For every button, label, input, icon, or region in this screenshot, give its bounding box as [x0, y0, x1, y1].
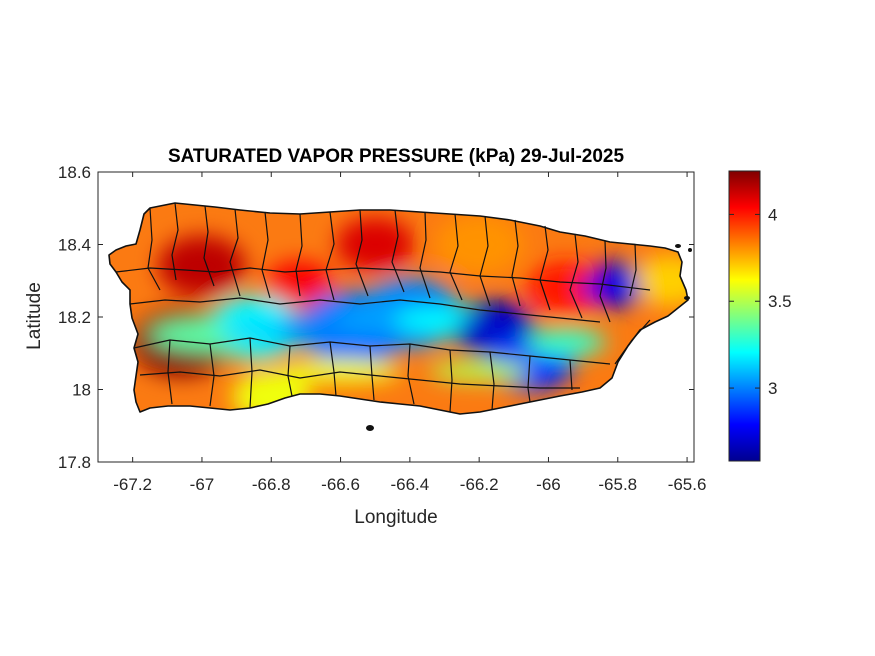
municipality-boundary [115, 267, 651, 291]
x-tick-label: -66.4 [390, 475, 429, 494]
x-axis: -67.2 -67 -66.8 -66.6 -66.4 -66.2 -66 -65.8 -65.… [113, 172, 706, 494]
islet [684, 296, 690, 300]
x-tick-label: -65.8 [598, 475, 637, 494]
field-blob [265, 260, 333, 308]
municipality-boundary [569, 359, 573, 391]
municipality-boundary [419, 211, 431, 299]
colorbar-tick-label: 4 [768, 205, 777, 224]
municipality-boundary [539, 225, 551, 311]
municipality-boundary [449, 213, 463, 301]
x-axis-label: Longitude [354, 507, 437, 528]
colorbar-tick-label: 3.5 [768, 292, 792, 311]
field-blob [434, 213, 524, 276]
x-tick-label: -66.8 [252, 475, 291, 494]
municipality-boundary [287, 345, 293, 397]
x-tick-label: -67.2 [113, 475, 152, 494]
municipality-boundary [209, 343, 215, 407]
y-tick-label: 18.4 [58, 236, 91, 255]
municipality-boundary [249, 337, 253, 409]
field-blob [525, 328, 606, 357]
municipality-boundary [295, 213, 303, 297]
municipality-boundary [167, 339, 173, 405]
islet [688, 248, 692, 252]
municipality-boundary [599, 240, 611, 323]
municipality-boundary [449, 349, 453, 413]
coastline [108, 202, 689, 415]
municipality-boundary [479, 215, 491, 307]
field-blob [336, 217, 415, 272]
municipality-boundary [229, 208, 241, 297]
colorbar: 33.54 [728, 170, 792, 462]
municipality-boundary [369, 345, 375, 401]
field-blob [633, 255, 688, 306]
colorbar-frame [728, 170, 761, 462]
islet [675, 244, 681, 248]
field-blob [280, 359, 401, 384]
colorbar-gradient [729, 171, 760, 461]
y-tick-label: 18.6 [58, 163, 91, 182]
municipality-boundary [329, 341, 337, 397]
y-tick-label: 18 [72, 381, 91, 400]
municipality-boundary [407, 343, 415, 405]
field-blob [580, 274, 641, 302]
municipality-boundary [391, 209, 405, 293]
municipality-boundary [527, 355, 531, 403]
x-tick-label: -66.6 [321, 475, 360, 494]
x-tick-label: -67 [190, 475, 215, 494]
municipality-boundary [171, 202, 179, 281]
y-tick-label: 17.8 [58, 453, 91, 472]
chart-title: SATURATED VAPOR PRESSURE (kPa) 29-Jul-20… [168, 146, 625, 167]
municipality-boundary [569, 233, 583, 319]
municipality-boundary [355, 209, 369, 297]
x-tick-label: -66.2 [460, 475, 499, 494]
y-axis-label: Latitude [24, 282, 45, 350]
municipality-boundaries [115, 202, 651, 413]
x-tick-label: -66 [536, 475, 561, 494]
islet [366, 425, 374, 431]
municipality-boundary [511, 219, 521, 307]
municipality-boundary [129, 297, 601, 323]
field-blob [526, 261, 605, 315]
field-blob [429, 361, 530, 382]
plot-area [97, 171, 695, 463]
municipality-boundary [147, 207, 161, 291]
y-axis: 17.8 18 18.2 18.4 18.6 [58, 163, 694, 472]
colorbar-tick-label: 3 [768, 379, 777, 398]
y-tick-label: 18.2 [58, 308, 91, 327]
municipality-boundary [325, 211, 335, 301]
x-tick-label: -65.6 [668, 475, 707, 494]
offshore-islets [366, 244, 692, 431]
municipality-boundary [489, 351, 495, 411]
colorbar-ticks: 33.54 [729, 205, 792, 398]
field-blob [157, 235, 247, 297]
municipality-boundary [261, 211, 271, 299]
